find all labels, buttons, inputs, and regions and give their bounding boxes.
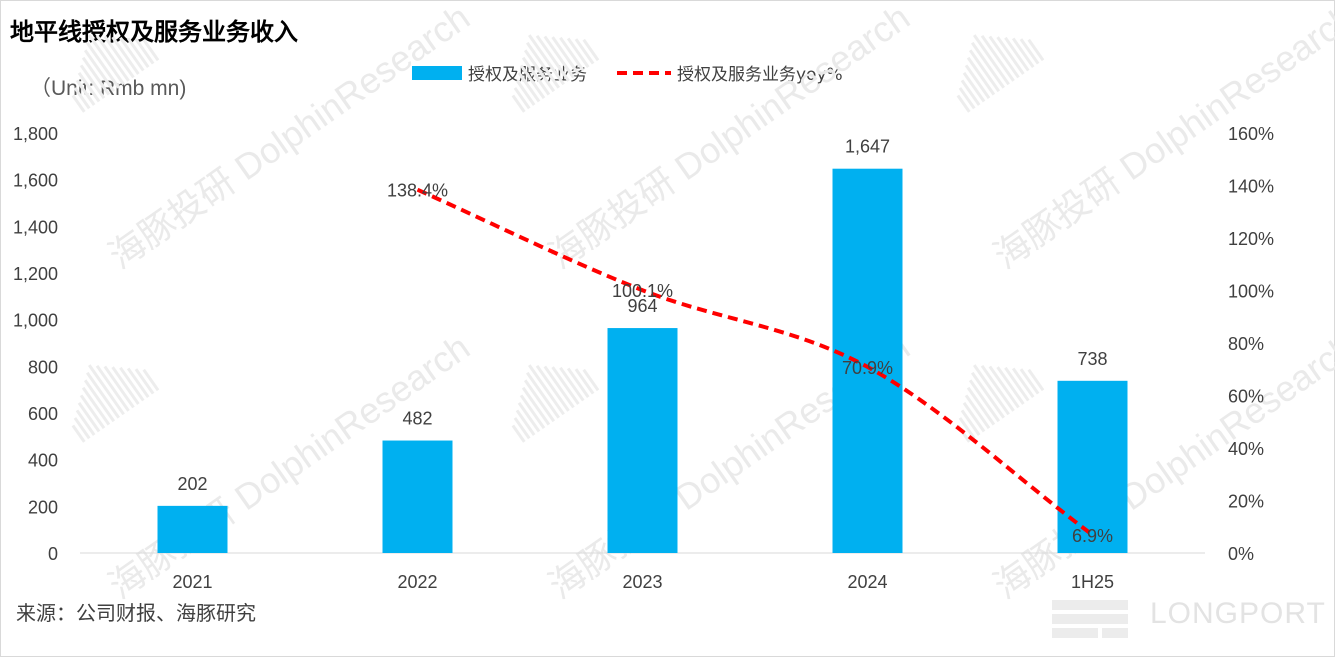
yoy-value-label: 100.1%	[612, 281, 673, 301]
yoy-value-label: 138.4%	[387, 181, 448, 201]
y-left-tick-label: 1,800	[13, 124, 58, 144]
legend-bar-swatch	[412, 65, 462, 80]
unit-label: （Unit: Rmb mn)	[30, 77, 187, 100]
x-tick-label: 2023	[622, 572, 662, 592]
y-right-tick-label: 40%	[1228, 439, 1264, 459]
y-left-tick-label: 1,600	[13, 171, 58, 191]
y-left-tick-label: 400	[28, 451, 58, 471]
y-right-tick-label: 160%	[1228, 124, 1274, 144]
y-left-tick-label: 1,400	[13, 217, 58, 237]
y-left-tick-label: 800	[28, 357, 58, 377]
y-right-tick-label: 120%	[1228, 229, 1274, 249]
legend-line-label: 授权及服务业务yoy%	[677, 65, 843, 85]
bar	[607, 328, 678, 553]
y-right-tick-label: 80%	[1228, 334, 1264, 354]
y-right-tick-label: 140%	[1228, 177, 1274, 197]
yoy-value-label: 70.9%	[842, 358, 893, 378]
bar	[382, 440, 453, 553]
chart-title: 地平线授权及服务业务收入	[10, 18, 298, 46]
y-right-tick-label: 100%	[1228, 282, 1274, 302]
bar-value-label: 1,647	[845, 137, 890, 157]
y-left-tick-label: 1,200	[13, 264, 58, 284]
y-left-tick-label: 600	[28, 404, 58, 424]
y-right-tick-label: 60%	[1228, 387, 1264, 407]
bar-value-label: 738	[1077, 349, 1107, 369]
y-right-tick-label: 20%	[1228, 492, 1264, 512]
yoy-value-label: 6.9%	[1072, 526, 1113, 546]
longport-wordmark: LONGPORT	[1150, 597, 1326, 630]
x-tick-label: 2022	[397, 572, 437, 592]
y-left-tick-label: 1,000	[13, 311, 58, 331]
bar	[1057, 380, 1128, 553]
yoy-line	[416, 187, 1094, 537]
longport-logo-icon	[1052, 590, 1128, 638]
bar-value-label: 482	[402, 409, 432, 429]
y-right-tick-label: 0%	[1228, 544, 1254, 564]
svg-text:海豚投研 DolphinResearch: 海豚投研 DolphinResearch	[986, 326, 1335, 606]
bar	[832, 168, 903, 553]
y-left-tick-label: 0	[48, 544, 58, 564]
x-tick-label: 2024	[847, 572, 887, 592]
x-tick-label: 2021	[172, 572, 212, 592]
bar-value-label: 202	[177, 474, 207, 494]
longport-watermark: LONGPORT	[1052, 590, 1326, 638]
bar-value-label: 964	[627, 296, 657, 316]
y-left-tick-label: 200	[28, 497, 58, 517]
svg-text:海豚投研 DolphinResearch: 海豚投研 DolphinResearch	[986, 0, 1335, 277]
legend-line-swatch	[617, 70, 671, 75]
svg-text:海豚投研 DolphinResearch: 海豚投研 DolphinResearch	[101, 0, 477, 277]
x-tick-label: 1H25	[1071, 572, 1114, 592]
bar	[157, 505, 228, 553]
legend-item-line: 授权及服务业务yoy%	[617, 60, 843, 85]
source-note: 来源：公司财报、海豚研究	[16, 601, 256, 625]
watermark: 海豚投研 DolphinResearch	[71, 0, 477, 277]
